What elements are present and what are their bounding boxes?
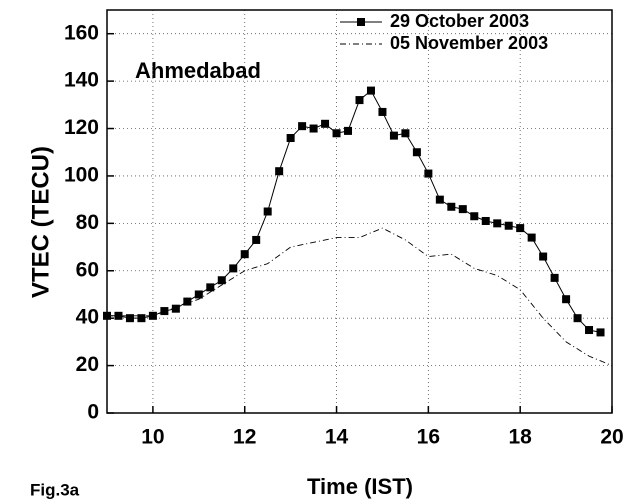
marker (344, 126, 353, 135)
marker (504, 221, 513, 230)
marker (321, 119, 330, 128)
marker (275, 167, 284, 176)
marker (148, 311, 157, 320)
marker (539, 252, 548, 261)
series-line (107, 227, 613, 367)
marker (366, 86, 375, 95)
marker (229, 264, 238, 273)
y-tick-label: 20 (76, 353, 99, 376)
x-tick-label: 12 (233, 426, 256, 449)
marker (183, 297, 192, 306)
y-tick-label: 40 (76, 306, 99, 329)
marker (217, 276, 226, 285)
marker (493, 219, 502, 228)
marker (412, 148, 421, 157)
marker (332, 129, 341, 138)
y-tick-label: 120 (64, 116, 99, 139)
marker (424, 169, 433, 178)
marker (585, 326, 594, 335)
marker (573, 314, 582, 323)
marker (447, 202, 456, 211)
x-tick-label: 18 (509, 426, 533, 449)
x-axis-label: Time (IST) (307, 474, 413, 499)
y-tick-label: 60 (76, 258, 99, 281)
marker (309, 124, 318, 133)
marker (355, 96, 364, 105)
series-line (107, 89, 601, 333)
y-tick-label: 80 (76, 211, 99, 234)
marker (263, 207, 272, 216)
x-tick-label: 14 (325, 426, 349, 449)
marker (550, 273, 559, 282)
annotation: Fig.3a (30, 480, 80, 499)
x-tick-label: 20 (600, 426, 623, 449)
marker (114, 311, 123, 320)
legend-label: 05 November 2003 (390, 33, 548, 53)
marker (125, 314, 134, 323)
marker (401, 129, 410, 138)
marker (240, 250, 249, 259)
legend-marker (357, 18, 365, 26)
marker (137, 314, 146, 323)
marker (298, 122, 307, 131)
marker (516, 224, 525, 233)
marker (378, 107, 387, 116)
marker (160, 307, 169, 316)
marker (286, 134, 295, 143)
marker (171, 304, 180, 313)
marker (206, 283, 215, 292)
x-tick-label: 10 (141, 426, 164, 449)
marker (458, 205, 467, 214)
marker (435, 195, 444, 204)
marker (470, 212, 479, 221)
marker (596, 328, 605, 337)
legend-label: 29 October 2003 (390, 11, 529, 31)
x-tick-label: 16 (417, 426, 440, 449)
annotation: Ahmedabad (135, 58, 261, 83)
marker (481, 216, 490, 225)
plot-frame (106, 9, 613, 414)
marker (562, 295, 571, 304)
y-tick-label: 140 (64, 69, 99, 92)
y-tick-label: 160 (64, 21, 99, 44)
marker (527, 233, 536, 242)
marker (194, 290, 203, 299)
y-axis-label: VTEC (TECU) (27, 146, 54, 298)
marker (252, 235, 261, 244)
y-tick-label: 0 (87, 401, 99, 424)
marker (389, 131, 398, 140)
y-tick-label: 100 (64, 163, 99, 186)
